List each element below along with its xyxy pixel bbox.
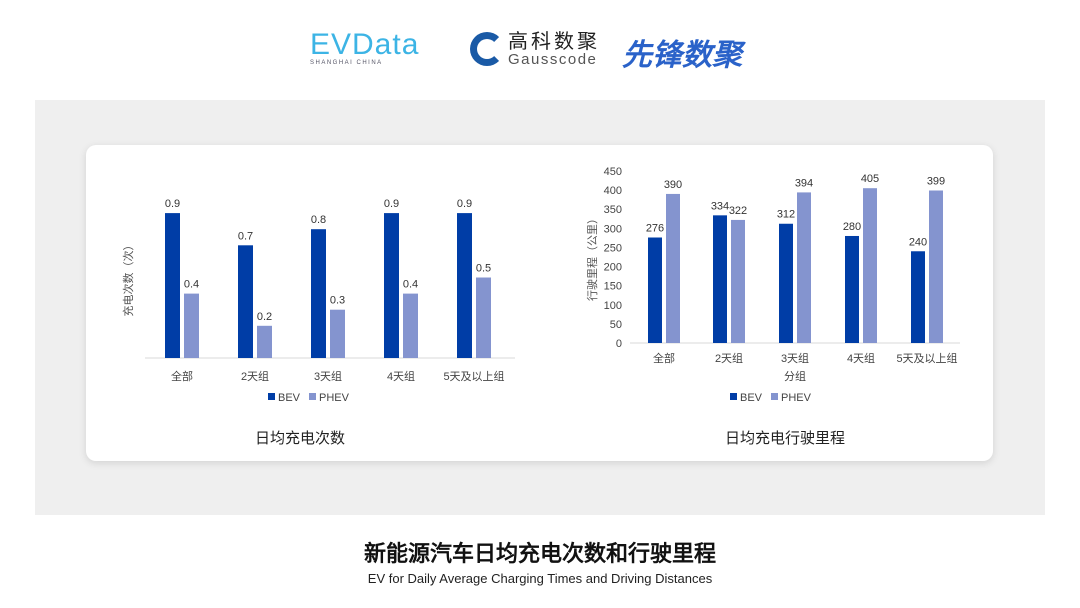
bar-phev	[666, 193, 680, 343]
y-tick-label: 100	[604, 300, 622, 312]
bar-bev	[165, 213, 180, 358]
bar-bev	[238, 245, 253, 358]
data-label: 322	[729, 205, 747, 217]
legend-label: BEV	[278, 392, 301, 404]
y-tick-label: 50	[610, 319, 622, 331]
bar-phev	[863, 188, 877, 343]
chart-card	[86, 145, 993, 461]
y-tick-label: 450	[604, 166, 622, 178]
x-tick-label: 4天组	[847, 351, 875, 365]
x-axis-label: 分组	[784, 369, 806, 383]
data-label: 0.3	[330, 295, 345, 307]
logo-gauss-text: 高科数聚	[508, 31, 600, 53]
data-label: 280	[843, 221, 861, 233]
data-label: 334	[711, 200, 729, 212]
data-label: 0.2	[257, 311, 272, 323]
legend-swatch-bev	[268, 393, 275, 400]
x-tick-label: 全部	[171, 369, 193, 383]
bar-phev	[476, 277, 491, 358]
logo-gauss: 高科数聚 Gausscode	[508, 32, 600, 68]
data-label: 394	[795, 177, 813, 189]
bar-phev	[797, 192, 811, 343]
data-label: 0.8	[311, 214, 326, 226]
y-tick-label: 300	[604, 223, 622, 235]
data-label: 240	[909, 236, 927, 248]
data-label: 405	[861, 173, 879, 185]
legend-swatch-bev	[730, 393, 737, 400]
bar-phev	[731, 219, 745, 343]
bar-bev	[648, 237, 662, 343]
bar-phev	[257, 325, 272, 358]
bar-bev	[779, 223, 793, 343]
logo-evdata-sub: SHANGHAI CHINA	[310, 60, 383, 66]
gauss-logo-icon	[470, 32, 504, 66]
bar-phev	[330, 309, 345, 358]
data-label: 312	[777, 209, 795, 221]
logo-xianfeng: 先锋数聚	[622, 39, 742, 72]
chart-title: 日均充电行驶里程	[725, 430, 845, 447]
data-label: 0.9	[165, 198, 180, 210]
data-label: 0.7	[238, 230, 253, 242]
y-tick-label: 400	[604, 185, 622, 197]
legend-swatch-phev	[771, 393, 778, 400]
bar-phev	[929, 190, 943, 343]
bar-bev	[384, 213, 399, 358]
bar-phev	[403, 293, 418, 358]
logo-gauss-sub: Gausscode	[508, 51, 598, 68]
y-tick-label: 350	[604, 204, 622, 216]
data-label: 0.9	[457, 198, 472, 210]
bar-bev	[845, 235, 859, 343]
bar-bev	[911, 251, 925, 343]
legend-label: BEV	[740, 392, 763, 404]
data-label: 0.5	[476, 263, 491, 275]
data-label: 0.4	[184, 279, 199, 291]
y-tick-label: 200	[604, 262, 622, 274]
y-tick-label: 0	[616, 338, 622, 350]
data-label: 390	[664, 179, 682, 191]
y-tick-label: 150	[604, 281, 622, 293]
x-tick-label: 2天组	[715, 351, 743, 365]
legend-label: PHEV	[319, 392, 350, 404]
bar-bev	[311, 229, 326, 358]
y-axis-label: 行驶里程（公里）	[585, 213, 599, 301]
x-tick-label: 4天组	[387, 369, 415, 383]
bar-bev	[457, 213, 472, 358]
page-subtitle: EV for Daily Average Charging Times and …	[367, 571, 713, 586]
x-tick-label: 全部	[653, 351, 675, 365]
y-tick-label: 250	[604, 242, 622, 254]
legend-label: PHEV	[781, 392, 812, 404]
data-label: 399	[927, 175, 945, 187]
x-tick-label: 3天组	[314, 369, 342, 383]
y-axis-label: 充电次数（次）	[121, 240, 135, 317]
x-tick-label: 2天组	[241, 369, 269, 383]
data-label: 0.4	[403, 279, 418, 291]
x-tick-label: 3天组	[781, 351, 809, 365]
page-title: 新能源汽车日均充电次数和行驶里程	[363, 541, 716, 566]
chart-title: 日均充电次数	[255, 430, 345, 447]
data-label: 276	[646, 223, 664, 235]
data-label: 0.9	[384, 198, 399, 210]
logo-evdata: EVData SHANGHAI CHINA	[310, 28, 419, 66]
logo-evdata-text: EVData	[310, 28, 420, 61]
x-tick-label: 5天及以上组	[896, 351, 957, 365]
bar-bev	[713, 215, 727, 343]
bar-phev	[184, 293, 199, 358]
x-tick-label: 5天及以上组	[443, 369, 504, 383]
legend-swatch-phev	[309, 393, 316, 400]
